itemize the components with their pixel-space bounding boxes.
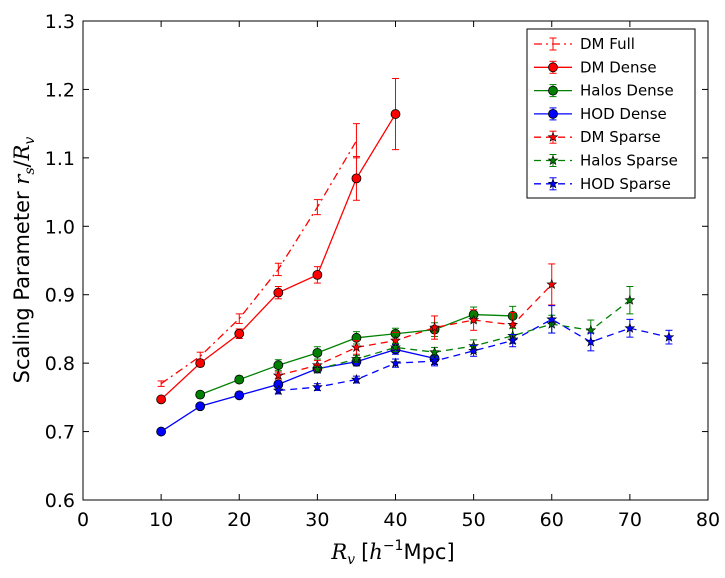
data-point bbox=[585, 336, 597, 347]
y-tick-label: 1.3 bbox=[45, 11, 75, 33]
legend-items: DM Full DM Dense Halos Dense HOD Dense DM Sp… bbox=[534, 35, 678, 193]
data-point bbox=[312, 347, 323, 358]
series-dm-full bbox=[157, 123, 360, 387]
legend-item-dm-dense: DM Dense bbox=[534, 58, 657, 76]
data-point bbox=[390, 109, 401, 119]
data-point bbox=[195, 401, 206, 412]
data-point bbox=[429, 321, 440, 333]
data-point bbox=[234, 374, 245, 385]
series-dm-dense bbox=[156, 77, 401, 405]
data-point bbox=[351, 173, 362, 184]
data-point bbox=[351, 341, 362, 352]
x-label-R: R bbox=[330, 540, 347, 564]
data-point bbox=[272, 384, 284, 396]
x-tick-label: 30 bbox=[305, 509, 329, 531]
x-tick-label: 10 bbox=[149, 509, 173, 531]
data-point bbox=[624, 322, 636, 333]
data-point bbox=[312, 269, 323, 280]
x-tick-label: 50 bbox=[462, 509, 486, 531]
legend-label: HOD Sparse bbox=[580, 175, 671, 193]
data-point bbox=[273, 360, 284, 371]
data-point bbox=[546, 313, 558, 324]
data-point bbox=[468, 314, 480, 325]
data-point bbox=[351, 353, 362, 364]
x-tick-label: 20 bbox=[227, 509, 251, 531]
data-point bbox=[195, 358, 206, 369]
data-point bbox=[234, 390, 245, 401]
y-tick-label: 1.2 bbox=[45, 79, 75, 101]
x-tick-label: 80 bbox=[696, 509, 720, 531]
data-point bbox=[624, 294, 636, 305]
legend-label: Halos Sparse bbox=[580, 152, 678, 170]
y-tick-label: 1.1 bbox=[45, 148, 75, 170]
data-point bbox=[234, 328, 245, 339]
legend-marker bbox=[547, 131, 559, 142]
x-label-exponent: −1 bbox=[383, 538, 404, 554]
data-point bbox=[585, 324, 597, 335]
y-label-r: r bbox=[10, 173, 34, 185]
legend-item-dm-full: DM Full bbox=[534, 35, 635, 53]
x-tick-label: 60 bbox=[540, 509, 564, 531]
x-tick-label: 0 bbox=[77, 509, 89, 531]
legend-marker bbox=[548, 62, 558, 73]
data-point bbox=[546, 278, 558, 290]
data-point bbox=[272, 369, 284, 381]
y-tick-label: 1.0 bbox=[45, 216, 75, 238]
y-label-text: Scaling Parameter bbox=[10, 185, 34, 384]
legend-item-dm-sparse: DM Sparse bbox=[534, 128, 661, 146]
data-point bbox=[311, 381, 323, 392]
plot-area bbox=[156, 77, 675, 437]
data-point bbox=[468, 345, 480, 356]
y-label-R: R bbox=[10, 144, 34, 161]
legend-item-hod-sparse: HOD Sparse bbox=[534, 175, 671, 193]
data-point bbox=[429, 355, 440, 366]
y-tick-label: 0.7 bbox=[45, 422, 75, 444]
y-tick-label: 0.8 bbox=[45, 353, 75, 375]
legend-marker bbox=[547, 154, 559, 166]
data-point bbox=[351, 373, 362, 385]
legend-label: HOD Dense bbox=[580, 105, 667, 123]
x-tick-label: 70 bbox=[618, 509, 642, 531]
data-point bbox=[273, 287, 284, 298]
data-point bbox=[156, 394, 167, 405]
y-tick-label: 0.9 bbox=[45, 285, 75, 307]
y-label-R-sub: v bbox=[22, 137, 38, 145]
y-label-r-sub: s bbox=[22, 167, 38, 174]
x-label-sub: v bbox=[347, 552, 355, 568]
legend: DM Full DM Dense Halos Dense HOD Dense DM Sp… bbox=[526, 28, 696, 199]
legend-marker bbox=[548, 85, 558, 96]
x-label-h: h bbox=[369, 540, 383, 564]
legend-label: Halos Dense bbox=[580, 82, 674, 100]
series-line-dm-full bbox=[160, 140, 358, 385]
data-point bbox=[507, 334, 519, 346]
x-tick-label: 40 bbox=[383, 509, 407, 531]
data-point bbox=[156, 426, 167, 437]
legend-label: DM Sparse bbox=[580, 128, 661, 146]
data-point bbox=[311, 363, 323, 374]
legend-marker bbox=[547, 178, 559, 189]
legend-item-hod-dense: HOD Dense bbox=[534, 105, 667, 123]
data-point bbox=[663, 331, 675, 342]
axis-ticks: 0 10 20 30 40 50 60 70 80 0.6 0.7 0.8 0.9 1.0 1.1 1.2 1.… bbox=[45, 11, 720, 531]
series-hod-sparse bbox=[272, 305, 675, 396]
y-label-slash: / bbox=[10, 159, 34, 167]
data-point bbox=[390, 341, 401, 352]
legend-label: DM Full bbox=[580, 35, 635, 53]
legend-item-halos-dense: Halos Dense bbox=[534, 82, 674, 100]
data-point bbox=[429, 346, 440, 357]
legend-label: DM Dense bbox=[580, 58, 657, 76]
series-line-hod-sparse bbox=[278, 318, 670, 392]
legend-marker bbox=[548, 109, 558, 119]
data-point bbox=[507, 319, 519, 330]
x-label-units: Mpc] bbox=[403, 540, 454, 564]
legend-item-halos-sparse: Halos Sparse bbox=[534, 152, 678, 170]
y-tick-label: 0.6 bbox=[45, 490, 75, 512]
data-point bbox=[195, 389, 206, 400]
y-axis-label: Scaling Parameter rs/Rv bbox=[10, 137, 38, 384]
data-point bbox=[390, 357, 401, 368]
x-axis-label: Rv [h−1Mpc] bbox=[330, 538, 454, 568]
series-line-hod-dense bbox=[160, 348, 435, 433]
x-label-bracket-open: [ bbox=[361, 540, 369, 564]
